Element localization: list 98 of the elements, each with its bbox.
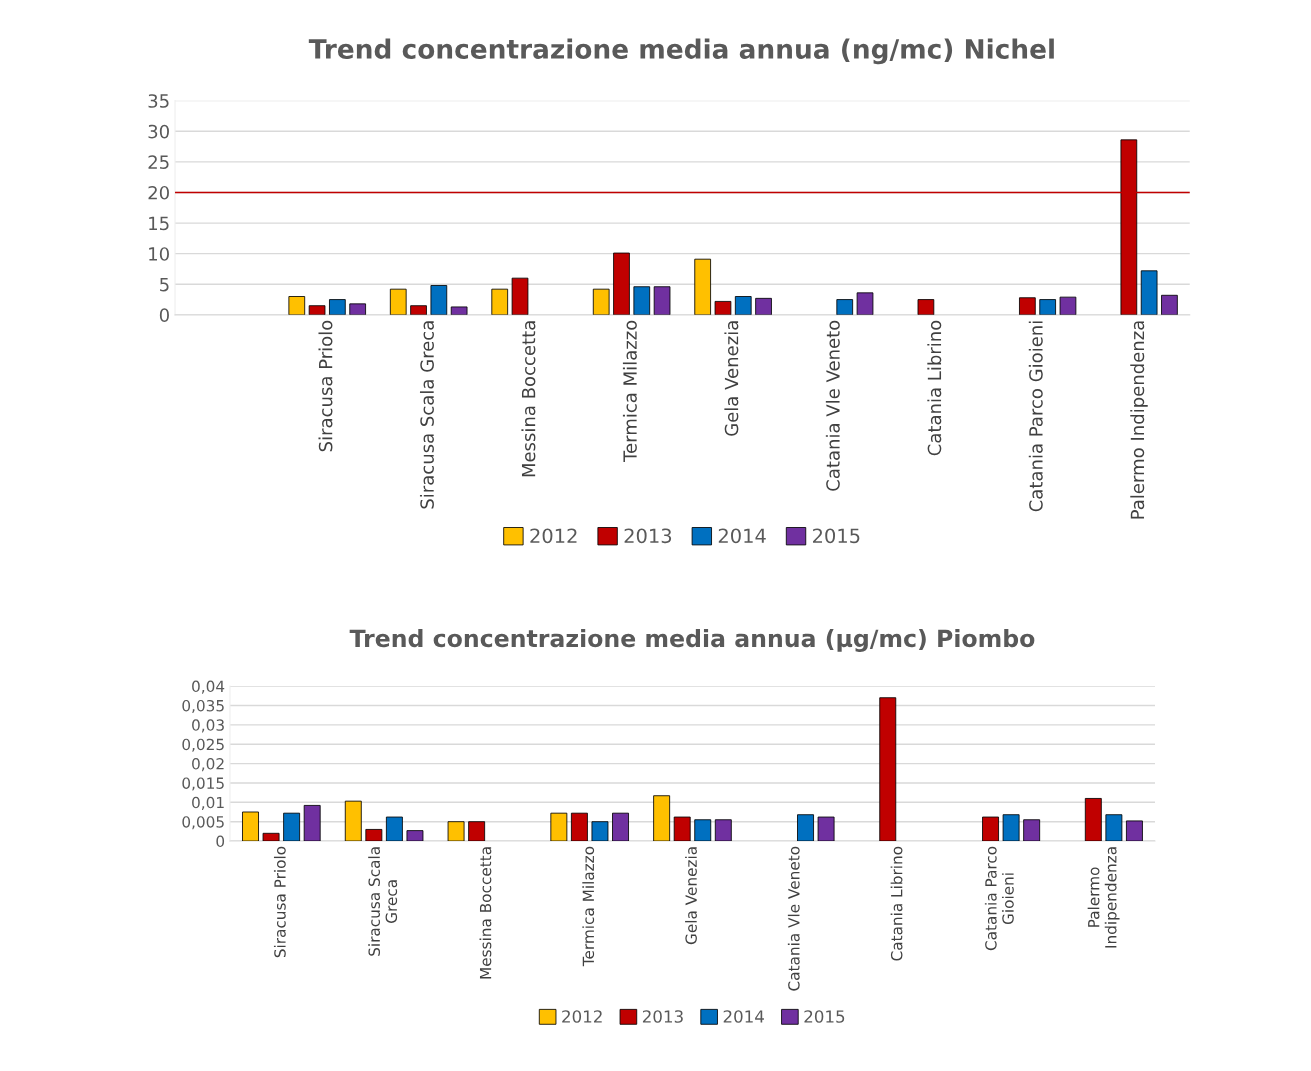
bar (288, 296, 306, 315)
y-tick-label: 25 (148, 155, 169, 169)
x-tick-label: Messina Boccetta (521, 321, 536, 477)
x-tick-label: Gela Venezia (724, 321, 739, 436)
chart-title: Trend concentrazione media annua (ng/mc) Nichel (308, 38, 1054, 65)
bar (550, 812, 568, 842)
legend-label: 2012 (530, 528, 577, 544)
y-tick-label: 0 (159, 308, 169, 322)
bar (836, 299, 854, 315)
y-tick-label: 5 (160, 277, 169, 292)
x-tick-label: Palermo Indipendenza (1130, 321, 1148, 519)
x-tick-label: Gela Venezia (685, 847, 697, 945)
chart-title: Trend concentrazione media annua (µg/mc) Piombo (349, 628, 1035, 652)
legend-label: 2014 (723, 1010, 764, 1023)
legend-label: 2014 (718, 528, 766, 544)
bar (344, 800, 362, 842)
y-tick-label: 0,015 (182, 777, 224, 791)
bar (365, 829, 383, 842)
bar (633, 286, 651, 315)
bar (1039, 299, 1057, 315)
bar (1084, 798, 1102, 842)
bar (447, 821, 465, 842)
bar (491, 288, 509, 315)
bar (1105, 814, 1123, 842)
bar (262, 832, 280, 842)
y-tick-label: 0,005 (182, 816, 224, 830)
x-tick-label: Siracusa Priolo (318, 320, 333, 452)
y-tick-label: 0,02 (192, 758, 224, 772)
bar (430, 285, 448, 315)
x-tick-label: Catania Parco Gioieni (1028, 321, 1043, 512)
x-tick-label: Catania Librino (890, 846, 903, 961)
y-tick-label: 10 (149, 247, 169, 261)
bar (714, 300, 732, 315)
bar (389, 288, 407, 315)
bar (511, 277, 529, 315)
bar (714, 819, 732, 842)
legend-label: 2013 (624, 528, 672, 544)
bar (856, 292, 874, 315)
bar (570, 812, 588, 842)
bar (694, 258, 711, 315)
legend-label: 2013 (642, 1010, 683, 1023)
bar (1126, 820, 1143, 842)
bar (879, 697, 897, 842)
bar (1019, 297, 1036, 315)
bar (797, 814, 814, 842)
bar (283, 812, 301, 842)
y-tick-label: 0,035 (182, 699, 224, 714)
bar (349, 303, 366, 315)
x-tick-label: Siracusa Priolo (273, 846, 286, 958)
bar (1161, 294, 1178, 315)
bar (592, 288, 610, 315)
bar (1023, 819, 1041, 842)
bar (694, 819, 712, 842)
bar (982, 816, 999, 842)
y-tick-label: 20 (148, 185, 169, 200)
bar (755, 297, 772, 315)
y-tick-label: 0 (216, 835, 225, 848)
y-tick-label: 0,03 (192, 719, 224, 733)
bar (385, 816, 403, 842)
bar (591, 821, 609, 842)
bar (1002, 814, 1020, 842)
y-tick-label: 35 (148, 94, 169, 108)
legend-label: 2012 (562, 1010, 602, 1023)
y-tick-label: 15 (149, 216, 169, 231)
bar (303, 804, 321, 842)
bar (450, 306, 468, 315)
x-tick-label: Messina Boccetta (479, 847, 492, 979)
bar (917, 299, 935, 315)
bar (308, 305, 326, 315)
bar (242, 811, 259, 842)
x-tick-label: Termica Milazzo (582, 846, 595, 967)
bar (1140, 270, 1158, 315)
bar (612, 812, 629, 842)
bar (410, 305, 427, 315)
y-tick-label: 30 (148, 124, 169, 139)
y-tick-label: 0,01 (192, 796, 224, 810)
x-tick-label: Catania Vle Veneto (825, 320, 840, 491)
bar (653, 795, 671, 842)
x-tick-label: Siracusa Scala Greca (419, 321, 434, 509)
y-tick-label: 0,04 (192, 680, 225, 694)
x-tick-label: Siracusa Scala Greca (368, 847, 398, 956)
legend-label: 2015 (804, 1010, 845, 1023)
bar (468, 821, 486, 842)
x-tick-label: Catania Parco Gioieni (984, 846, 1014, 951)
x-tick-label: Palermo Indipendenza (1087, 847, 1120, 948)
x-tick-label: Termica Milazzo (622, 320, 637, 462)
x-tick-label: Catania Vle Veneto (787, 846, 800, 991)
bar (817, 816, 835, 842)
bar (734, 296, 752, 315)
y-tick-label: 0,025 (182, 738, 224, 752)
bar (653, 286, 671, 315)
x-tick-label: Catania Librino (927, 320, 942, 456)
bar (329, 299, 346, 315)
bar (406, 830, 424, 842)
legend-label: 2015 (813, 528, 860, 544)
bar (1059, 296, 1077, 315)
bar (673, 816, 691, 842)
bar (613, 252, 630, 315)
